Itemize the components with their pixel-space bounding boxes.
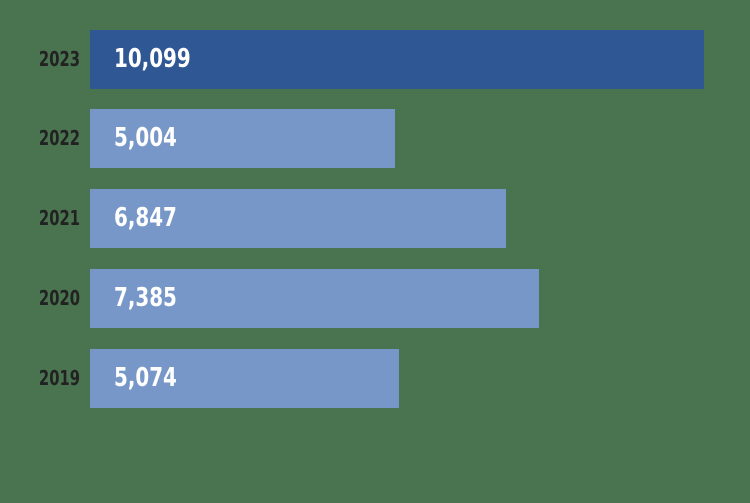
category-label: 2019 bbox=[38, 366, 80, 390]
value-label: 5,074 bbox=[114, 363, 177, 393]
category-label: 2022 bbox=[38, 126, 80, 150]
bar-row-2020: 2020 7,385 bbox=[0, 269, 750, 328]
bar-2022: 5,004 bbox=[90, 109, 395, 168]
bar-2023: 10,099 bbox=[90, 30, 704, 89]
bar-row-2021: 2021 6,847 bbox=[0, 189, 750, 248]
bar-row-2022: 2022 5,004 bbox=[0, 109, 750, 168]
bar-row-2023: 2023 10,099 bbox=[0, 30, 750, 89]
category-label: 2021 bbox=[38, 206, 80, 230]
value-label: 5,004 bbox=[114, 123, 177, 153]
bar-2021: 6,847 bbox=[90, 189, 506, 248]
value-label: 7,385 bbox=[114, 283, 177, 313]
bar-2019: 5,074 bbox=[90, 349, 399, 408]
category-label: 2023 bbox=[38, 47, 80, 71]
category-label: 2020 bbox=[38, 286, 80, 310]
bar-row-2019: 2019 5,074 bbox=[0, 349, 750, 408]
value-label: 6,847 bbox=[114, 203, 177, 233]
value-label: 10,099 bbox=[114, 44, 191, 74]
bar-2020: 7,385 bbox=[90, 269, 539, 328]
